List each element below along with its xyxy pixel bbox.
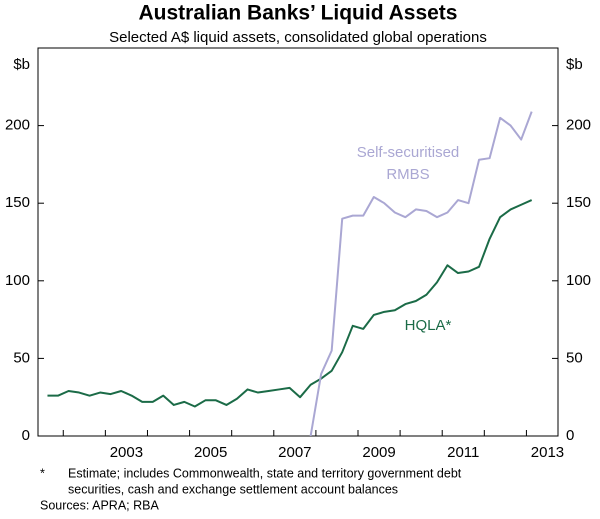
x-tick-label: 2011 <box>447 444 479 461</box>
footnote: securities, cash and exchange settlement… <box>68 482 398 496</box>
series-line <box>309 111 533 436</box>
x-tick-label: 2009 <box>362 444 395 461</box>
x-tick-label: 2005 <box>194 444 227 461</box>
series-label: HQLA* <box>405 317 452 334</box>
y2-axis-label: $b <box>566 56 583 73</box>
chart-subtitle: Selected A$ liquid assets, consolidated … <box>109 29 487 46</box>
y-tick-label: 150 <box>5 194 30 211</box>
series-label: RMBS <box>386 166 429 183</box>
y2-tick-label: 50 <box>566 349 583 366</box>
series-label: Self-securitised <box>357 144 460 161</box>
y-axis-label: $b <box>13 56 30 73</box>
x-tick-label: 2007 <box>278 444 311 461</box>
chart-title: Australian Banks’ Liquid Assets <box>139 2 458 25</box>
series-line <box>47 199 533 408</box>
y2-tick-label: 200 <box>566 117 591 134</box>
y-tick-label: 100 <box>5 272 30 289</box>
y2-tick-label: 0 <box>566 427 574 444</box>
footnote: Estimate; includes Commonwealth, state a… <box>68 466 462 480</box>
y-tick-label: 50 <box>13 349 30 366</box>
y2-tick-label: 150 <box>566 194 591 211</box>
footnote-marker: * <box>40 466 45 480</box>
x-tick-label: 2013 <box>531 444 564 461</box>
y2-tick-label: 100 <box>566 272 591 289</box>
y-tick-label: 0 <box>22 427 30 444</box>
plot-frame <box>37 47 559 437</box>
x-tick-label: 2003 <box>110 444 143 461</box>
footnote: Sources: APRA; RBA <box>40 498 159 512</box>
y-tick-label: 200 <box>5 117 30 134</box>
